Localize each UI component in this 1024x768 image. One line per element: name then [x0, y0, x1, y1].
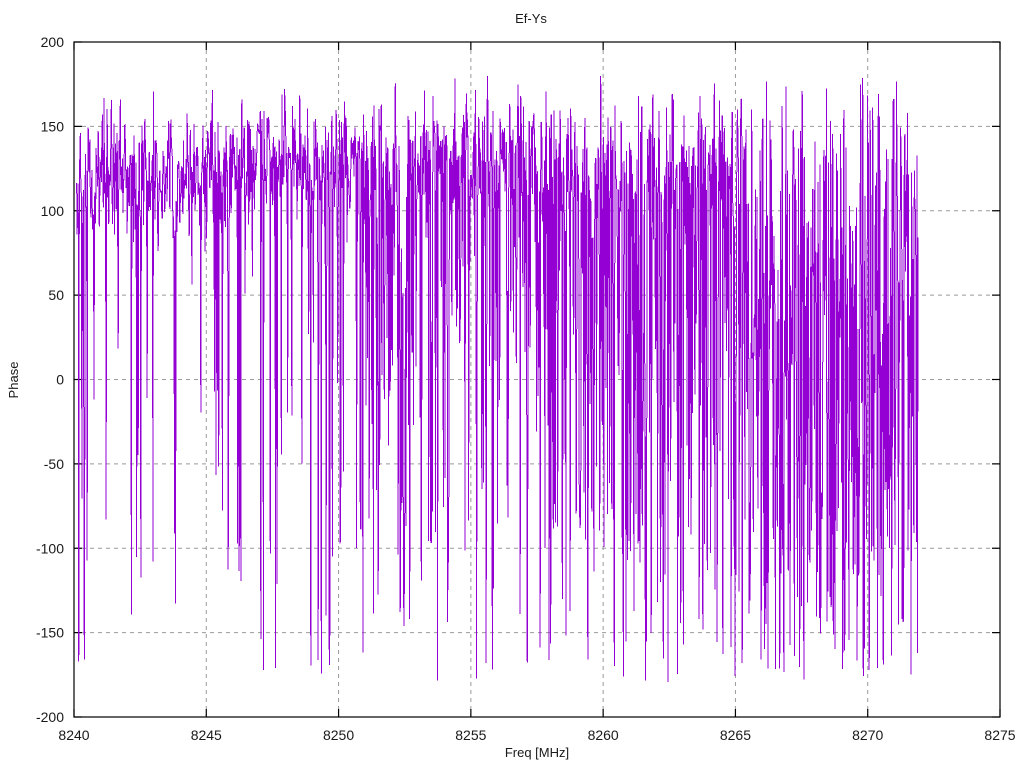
y-axis-tick-labels: -200 -150 -100 -50 0 50 100 150 200 — [36, 34, 64, 725]
y-tick-label: -150 — [36, 625, 64, 641]
x-axis-tick-labels: 8240 8245 8250 8255 8260 8265 8270 8275 — [58, 727, 1015, 743]
plot-frame — [73, 41, 1001, 718]
y-tick-label: -100 — [36, 540, 64, 556]
data-series-group — [76, 76, 919, 682]
y-tick-label: 100 — [41, 203, 65, 219]
x-tick-label: 8240 — [58, 727, 89, 743]
phase-data-line — [76, 76, 919, 682]
chart-title: Ef-Ys — [515, 11, 547, 26]
x-tick-label: 8265 — [720, 727, 751, 743]
y-tick-label: 50 — [48, 287, 64, 303]
x-axis-label: Freq [MHz] — [505, 745, 569, 760]
y-tick-label: 200 — [41, 34, 65, 50]
x-tick-label: 8260 — [588, 727, 619, 743]
x-tick-label: 8270 — [852, 727, 883, 743]
y-axis-label: Phase — [6, 362, 21, 399]
x-tick-label: 8250 — [323, 727, 354, 743]
y-tick-label: 0 — [56, 372, 64, 388]
x-tick-label: 8275 — [984, 727, 1015, 743]
y-tick-label: -50 — [44, 456, 64, 472]
y-tick-label: -200 — [36, 709, 64, 725]
y-tick-label: 150 — [41, 118, 65, 134]
x-tick-label: 8245 — [191, 727, 222, 743]
x-tick-label: 8255 — [455, 727, 486, 743]
